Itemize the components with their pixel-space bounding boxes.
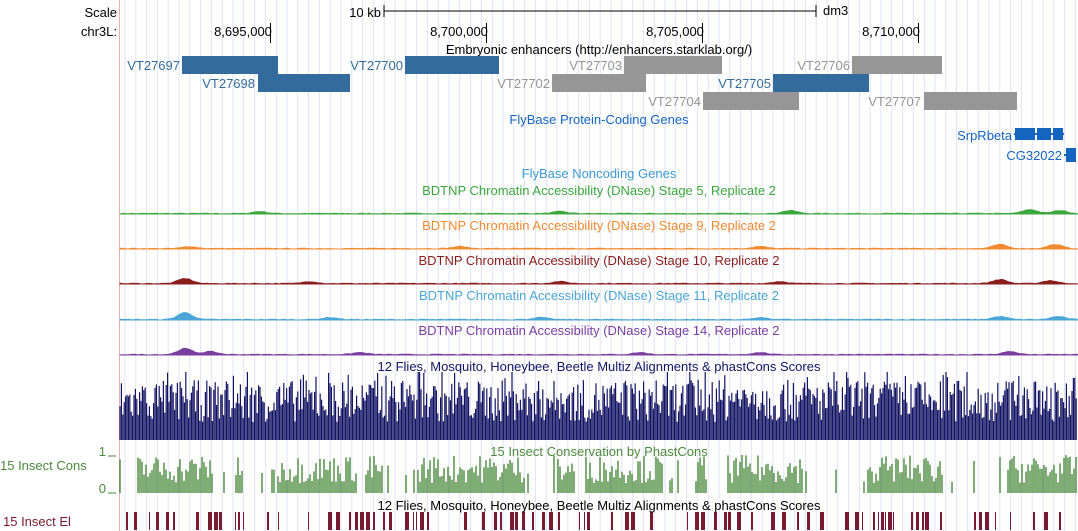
ruler-tick-label: 8,695,000: [214, 24, 272, 39]
dnase-stage11-title[interactable]: BDTNP Chromatin Accessibility (DNase) St…: [418, 288, 780, 303]
enhancer-label[interactable]: VT27706: [797, 58, 850, 73]
noncoding-genes-track-title[interactable]: FlyBase Noncoding Genes: [521, 166, 677, 181]
enhancer-vt27704[interactable]: [703, 92, 799, 110]
enhancer-label[interactable]: VT27702: [497, 76, 550, 91]
scale-label: Scale: [84, 5, 117, 20]
enhancer-track-title[interactable]: Embryonic enhancers (http://enhancers.st…: [445, 42, 753, 57]
protein-coding-genes-track-title[interactable]: FlyBase Protein-Coding Genes: [509, 112, 689, 127]
conserved-elements-graph: [126, 512, 1061, 530]
ruler-tick-label: 8,700,000: [430, 24, 488, 39]
dnase-stage5-title[interactable]: BDTNP Chromatin Accessibility (DNase) St…: [422, 183, 776, 198]
dnase-stage10-title[interactable]: BDTNP Chromatin Accessibility (DNase) St…: [418, 253, 780, 268]
enhancer-vt27705[interactable]: [773, 74, 869, 92]
scale-bar: [383, 5, 817, 17]
chrom-label: chr3L:: [80, 24, 117, 39]
phastcons-side-label[interactable]: 15 Insect Cons: [0, 458, 87, 473]
gene-label-srprbeta[interactable]: SrpRbeta: [957, 128, 1012, 143]
ruler-ticks: [270, 23, 919, 43]
elements-track-title[interactable]: 12 Flies, Mosquito, Honeybee, Beetle Mul…: [377, 498, 821, 513]
enhancer-vt27698[interactable]: [258, 74, 350, 92]
multiz-conservation-graph: [119, 372, 1077, 440]
assembly-label: dm3: [823, 3, 849, 18]
enhancer-label[interactable]: VT27707: [868, 94, 921, 109]
enhancer-label[interactable]: VT27705: [718, 76, 771, 91]
phastcons-axis-max: 1: [98, 444, 106, 459]
dnase-signal-graphs: [119, 209, 1078, 356]
enhancer-vt27703[interactable]: [624, 56, 722, 74]
dnase-stage14-signal: [119, 347, 1078, 356]
scale-distance-label: 10 kb: [349, 5, 381, 20]
phastcons-axis-min: 0: [98, 481, 106, 496]
phastcons-track-title[interactable]: 15 Insect Conservation by PhastCons: [490, 444, 708, 459]
enhancer-label[interactable]: VT27698: [202, 76, 255, 91]
phastcons-graph: [119, 455, 1077, 493]
dnase-stage10-signal: [119, 278, 1078, 285]
ruler-tick-label: 8,710,000: [862, 24, 920, 39]
enhancer-vt27706[interactable]: [852, 56, 942, 74]
gene-label-cg32022[interactable]: CG32022: [1006, 148, 1062, 163]
ruler-tick-label: 8,705,000: [646, 24, 704, 39]
enhancer-label[interactable]: VT27700: [350, 58, 403, 73]
enhancer-vt27702[interactable]: [552, 74, 646, 92]
dnase-stage9-signal: [119, 243, 1078, 250]
enhancer-vt27697[interactable]: [182, 56, 278, 74]
dnase-stage5-signal: [119, 209, 1078, 215]
dnase-stage14-title[interactable]: BDTNP Chromatin Accessibility (DNase) St…: [418, 323, 780, 338]
enhancer-label[interactable]: VT27703: [569, 58, 622, 73]
enhancer-vt27700[interactable]: [405, 56, 499, 74]
gene-srprbeta-model[interactable]: [1014, 128, 1064, 140]
enhancer-label[interactable]: VT27704: [648, 94, 701, 109]
enhancer-vt27707[interactable]: [924, 92, 1017, 110]
dnase-stage9-title[interactable]: BDTNP Chromatin Accessibility (DNase) St…: [422, 218, 776, 233]
enhancer-label[interactable]: VT27697: [127, 58, 180, 73]
dnase-stage11-signal: [119, 312, 1078, 321]
elements-side-label[interactable]: 15 Insect El: [3, 514, 71, 529]
multiz-track-title[interactable]: 12 Flies, Mosquito, Honeybee, Beetle Mul…: [377, 359, 821, 374]
gene-cg32022-model[interactable]: [1064, 148, 1076, 162]
